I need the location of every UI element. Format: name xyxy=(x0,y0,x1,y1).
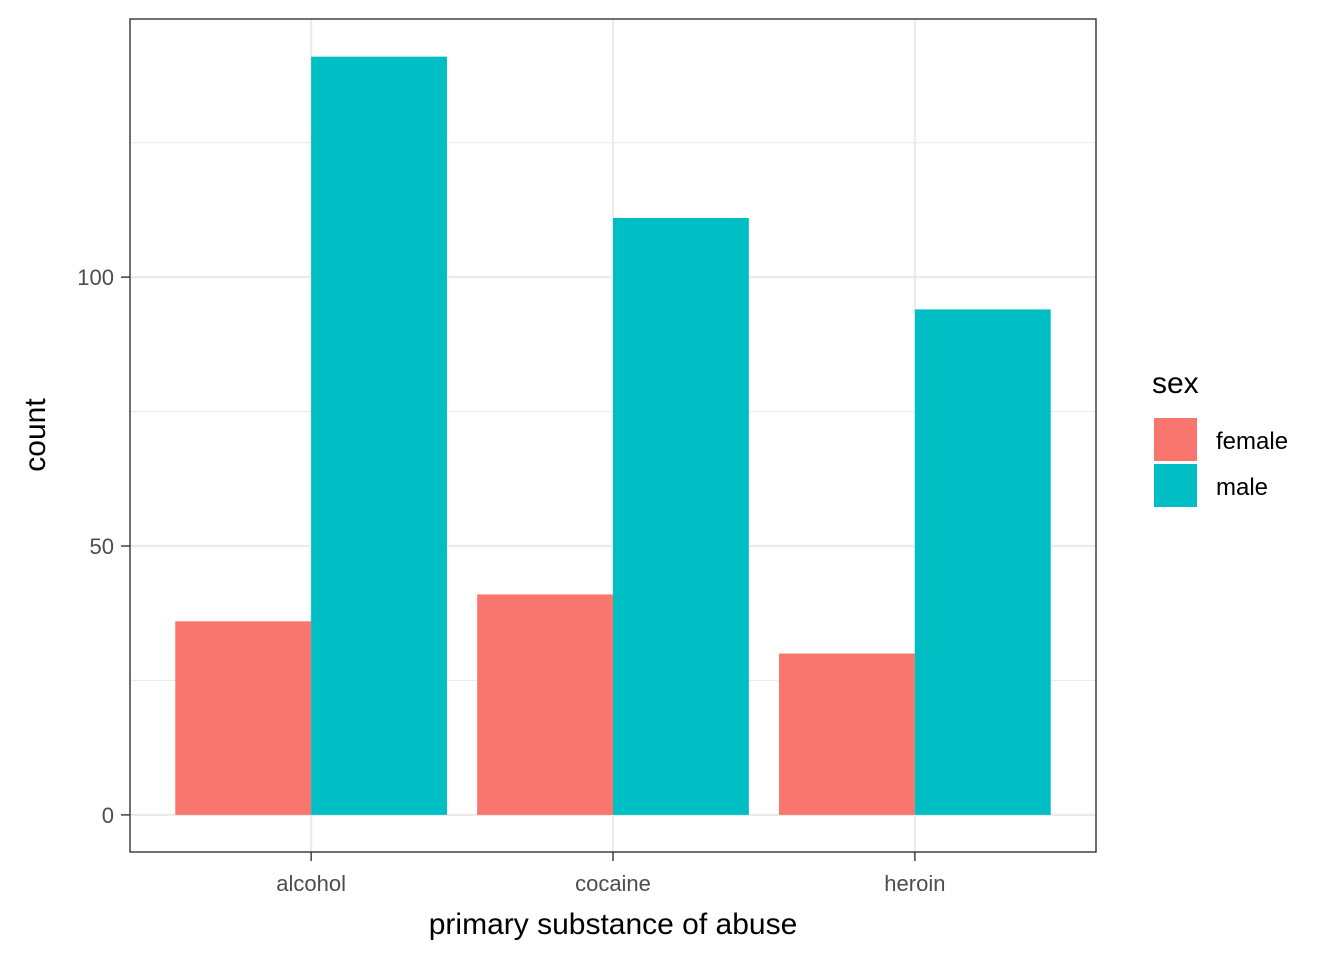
bar-cocaine-female xyxy=(477,594,613,815)
bar-alcohol-male xyxy=(311,56,447,815)
y-tick-label: 100 xyxy=(77,265,114,290)
x-tick-label: heroin xyxy=(884,871,945,896)
bar-heroin-male xyxy=(914,309,1051,815)
legend-label-female: female xyxy=(1216,428,1288,455)
legend-title: sex xyxy=(1152,367,1199,400)
y-tick-label: 0 xyxy=(102,803,114,828)
bar-heroin-female xyxy=(779,653,915,815)
legend-key-male xyxy=(1154,464,1197,507)
legend-key-female xyxy=(1154,418,1197,461)
y-axis-title: count xyxy=(19,398,52,472)
legend: sex female male xyxy=(1152,367,1288,507)
y-tick-label: 50 xyxy=(90,534,114,559)
bars xyxy=(175,56,1051,815)
bar-cocaine-male xyxy=(613,217,749,815)
x-axis-title: primary substance of abuse xyxy=(429,908,798,941)
bar-alcohol-female xyxy=(175,621,312,815)
y-axis: 0 50 100 xyxy=(77,265,130,828)
legend-label-male: male xyxy=(1216,474,1268,501)
x-axis: alcohol cocaine heroin xyxy=(276,852,945,896)
x-tick-label: cocaine xyxy=(575,871,651,896)
x-tick-label: alcohol xyxy=(276,871,346,896)
